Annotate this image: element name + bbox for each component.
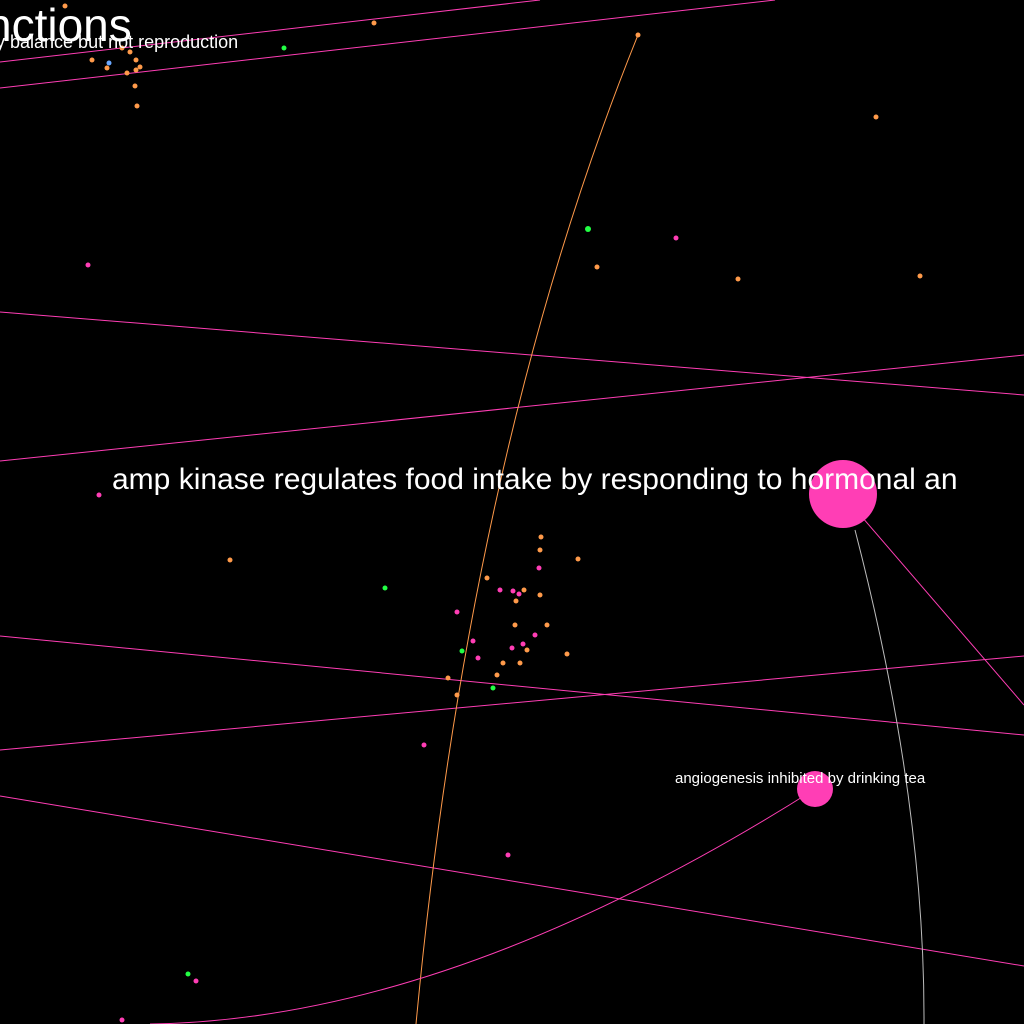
edge	[0, 635, 1024, 736]
node[interactable]	[454, 609, 460, 615]
node[interactable]	[575, 556, 581, 562]
node-label-angiogenesis: angiogenesis inhibited by drinking tea	[675, 770, 926, 787]
node-layer	[62, 3, 923, 1023]
node[interactable]	[281, 45, 287, 51]
node[interactable]	[445, 675, 451, 681]
node[interactable]	[124, 70, 130, 76]
edge	[0, 354, 1024, 462]
node[interactable]	[104, 65, 110, 71]
edge	[415, 34, 639, 1024]
node[interactable]	[873, 114, 879, 120]
node[interactable]	[500, 660, 506, 666]
node[interactable]	[517, 660, 523, 666]
node[interactable]	[132, 83, 138, 89]
node[interactable]	[133, 57, 139, 63]
node[interactable]	[119, 1017, 125, 1023]
hub-node-amp-kinase[interactable]	[809, 460, 877, 528]
node[interactable]	[227, 557, 233, 563]
node[interactable]	[524, 647, 530, 653]
node[interactable]	[96, 492, 102, 498]
node[interactable]	[127, 49, 133, 55]
edge	[0, 655, 1024, 751]
node[interactable]	[454, 692, 460, 698]
node[interactable]	[537, 547, 543, 553]
node[interactable]	[635, 32, 641, 38]
node[interactable]	[185, 971, 191, 977]
node[interactable]	[137, 64, 143, 70]
node[interactable]	[521, 587, 527, 593]
node[interactable]	[133, 67, 139, 73]
node[interactable]	[421, 742, 427, 748]
node[interactable]	[532, 632, 538, 638]
node[interactable]	[497, 587, 503, 593]
edge	[149, 788, 816, 1024]
node[interactable]	[510, 588, 516, 594]
edge	[0, 0, 541, 63]
edge	[854, 529, 925, 1024]
node[interactable]	[494, 672, 500, 678]
edge	[0, 311, 1024, 396]
edge	[0, 795, 1024, 967]
node-label-title-fragment: nctions	[0, 0, 132, 51]
node[interactable]	[475, 655, 481, 661]
node[interactable]	[544, 622, 550, 628]
node-label-amp-kinase: amp kinase regulates food intake by resp…	[112, 463, 958, 496]
node[interactable]	[536, 565, 542, 571]
node[interactable]	[516, 591, 522, 597]
node[interactable]	[512, 622, 518, 628]
node[interactable]	[594, 264, 600, 270]
node[interactable]	[673, 235, 679, 241]
node[interactable]	[62, 3, 68, 9]
node[interactable]	[509, 645, 515, 651]
node[interactable]	[917, 273, 923, 279]
node[interactable]	[513, 598, 519, 604]
node[interactable]	[382, 585, 388, 591]
hub-node-angiogenesis[interactable]	[797, 771, 833, 807]
node[interactable]	[89, 57, 95, 63]
node[interactable]	[371, 20, 377, 26]
node[interactable]	[470, 638, 476, 644]
node[interactable]	[106, 60, 112, 66]
node[interactable]	[459, 648, 465, 654]
node[interactable]	[564, 651, 570, 657]
node[interactable]	[85, 262, 91, 268]
node[interactable]	[505, 852, 511, 858]
node[interactable]	[537, 592, 543, 598]
node-label-balance-fragment: y balance but not reproduction	[0, 32, 239, 52]
node[interactable]	[119, 45, 125, 51]
node[interactable]	[585, 226, 591, 232]
node[interactable]	[520, 641, 526, 647]
node[interactable]	[735, 276, 741, 282]
node[interactable]	[134, 103, 140, 109]
node[interactable]	[484, 575, 490, 581]
node[interactable]	[193, 978, 199, 984]
edge	[842, 494, 1024, 706]
node[interactable]	[538, 534, 544, 540]
node[interactable]	[490, 685, 496, 691]
